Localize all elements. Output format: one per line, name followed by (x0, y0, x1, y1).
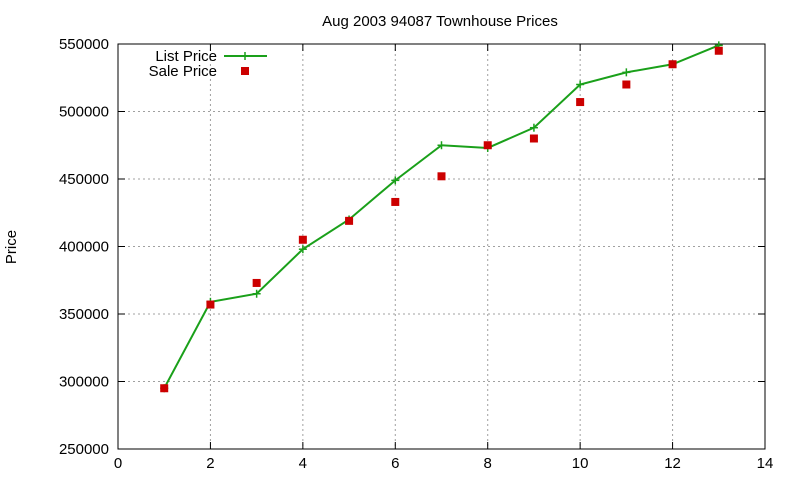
sale-price-point (206, 300, 215, 309)
legend-label: Sale Price (149, 63, 217, 80)
sale-price-point (298, 235, 307, 244)
sale-price-point (622, 80, 631, 89)
sale-price-point (345, 216, 354, 225)
list-price-point (298, 245, 307, 254)
y-tick-label: 450000 (59, 171, 109, 188)
y-tick-label: 350000 (59, 306, 109, 323)
y-tick-label: 250000 (59, 441, 109, 458)
list-price-point (576, 80, 585, 89)
x-tick-label: 0 (114, 455, 122, 472)
y-tick-label: 550000 (59, 36, 109, 53)
sale-price-point (576, 98, 585, 107)
axis-ticks: 0 2 4 6 8 10 12 14 250000 300000 350000 400000 45000… (59, 36, 773, 472)
y-axis-label: Price (3, 230, 20, 264)
sale-price-point (483, 141, 492, 150)
x-tick-label: 10 (572, 455, 589, 472)
y-tick-label: 300000 (59, 374, 109, 391)
plot-frame (117, 43, 766, 450)
sale-price-point (714, 46, 723, 55)
x-tick-label: 2 (206, 455, 214, 472)
sale-price-point (391, 197, 400, 206)
grid-lines (118, 44, 765, 449)
x-tick-label: 12 (664, 455, 681, 472)
y-tick-label: 400000 (59, 239, 109, 256)
legend-label: List Price (155, 48, 217, 65)
x-tick-label: 4 (299, 455, 307, 472)
list-price-point (437, 141, 446, 150)
x-tick-label: 8 (484, 455, 492, 472)
sale-price-point (160, 384, 169, 393)
chart-title: Aug 2003 94087 Townhouse Prices (322, 13, 558, 30)
y-tick-label: 500000 (59, 104, 109, 121)
sale-price-point (252, 278, 261, 287)
list-price-point (391, 176, 400, 185)
x-tick-label: 6 (391, 455, 399, 472)
list-price-point (529, 123, 538, 132)
sale-price-point (668, 60, 677, 69)
data-marks (160, 41, 723, 393)
sale-price-point (529, 134, 538, 143)
list-price-point (252, 289, 261, 298)
legend-square-swatch (241, 67, 249, 75)
legend-point-swatch (241, 52, 249, 60)
list-price-line (163, 44, 720, 389)
list-price-point (622, 68, 631, 77)
x-tick-label: 14 (757, 455, 774, 472)
sale-price-point (437, 172, 446, 181)
